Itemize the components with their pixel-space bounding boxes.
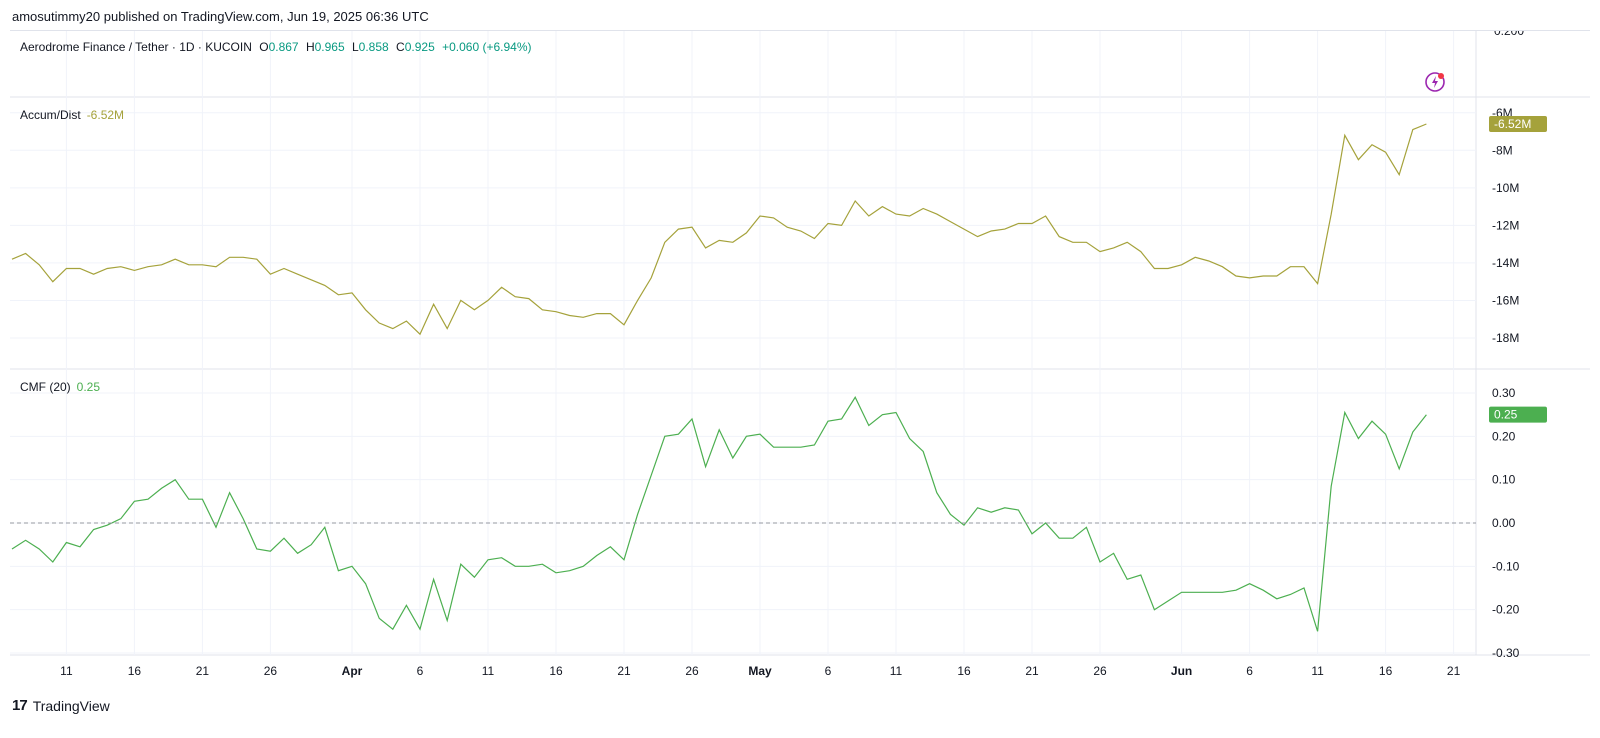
ad-y-tick-label: -12M [1492, 218, 1519, 232]
x-tick-label: 16 [1379, 664, 1393, 678]
cmf-y-tick-label: -0.10 [1492, 559, 1520, 573]
cmf-last-value-badge [1489, 406, 1547, 423]
high-value: 0.965 [314, 40, 345, 54]
cmf-y-tick-label: -0.30 [1492, 646, 1520, 660]
change-value: +0.060 (+6.94%) [442, 40, 532, 54]
x-tick-label: 21 [1447, 664, 1461, 678]
symbol-legend[interactable]: Aerodrome Finance / Tether · 1D · KUCOIN… [20, 40, 532, 54]
x-tick-label: 16 [128, 664, 142, 678]
close-label: C [396, 40, 405, 54]
ad-y-tick-label: -8M [1492, 143, 1513, 157]
price-axis-label: 0.200 [1494, 31, 1524, 38]
close-value: 0.925 [404, 40, 435, 54]
cmf-legend-value: 0.25 [76, 380, 101, 394]
cmf-legend[interactable]: CMF (20) 0.25 [20, 380, 100, 394]
x-tick-label: Apr [342, 664, 363, 678]
open-value: 0.867 [268, 40, 299, 54]
ad-last-value-badge [1489, 116, 1547, 133]
x-tick-label: 6 [1246, 664, 1253, 678]
cmf-y-tick-label: 0.10 [1492, 473, 1516, 487]
x-tick-label: 16 [957, 664, 971, 678]
x-tick-label: 26 [264, 664, 278, 678]
x-tick-label: 11 [482, 664, 495, 678]
x-tick-label: May [748, 664, 772, 678]
chart-frame[interactable]: 0.200 -6M -8M -10M -12M -14M -16M -18M -6.52M 0.3… [10, 30, 1590, 687]
tradingview-logo-icon[interactable]: 17 [12, 697, 28, 714]
x-tick-label: 6 [825, 664, 832, 678]
x-tick-label: 26 [1093, 664, 1107, 678]
ad-series-line[interactable] [11, 123, 1427, 336]
cmf-series-line[interactable] [11, 396, 1427, 632]
x-tick-label: 21 [1025, 664, 1039, 678]
ad-legend[interactable]: Accum/Dist -6.52M [20, 108, 124, 122]
ad-y-tick-label: -18M [1492, 331, 1519, 345]
cmf-y-tick-label: 0.30 [1492, 386, 1516, 400]
footer[interactable]: 17 TradingView [12, 697, 110, 714]
ad-y-tick-label: -10M [1492, 181, 1519, 195]
cmf-legend-name[interactable]: CMF (20) [20, 380, 71, 394]
ad-legend-value: -6.52M [86, 108, 125, 122]
lightning-bolt-icon[interactable] [1424, 71, 1446, 93]
ad-legend-name[interactable]: Accum/Dist [20, 108, 81, 122]
high-label: H [305, 40, 315, 54]
x-tick-label: 26 [685, 664, 699, 678]
x-tick-label: 21 [617, 664, 631, 678]
x-tick-label: 6 [417, 664, 424, 678]
cmf-y-tick-label: -0.20 [1492, 603, 1520, 617]
open-label: O [259, 40, 269, 54]
x-tick-label: 21 [196, 664, 210, 678]
x-tick-label: 11 [890, 664, 903, 678]
low-value: 0.858 [358, 40, 389, 54]
ad-y-tick-label: -14M [1492, 256, 1519, 270]
x-tick-label: 11 [60, 664, 73, 678]
x-tick-label: 16 [549, 664, 563, 678]
footer-brand[interactable]: TradingView [32, 697, 110, 714]
cmf-last-value-label: 0.25 [1494, 408, 1518, 422]
publisher-line: amosutimmy20 published on TradingView.co… [12, 9, 429, 24]
symbol-name[interactable]: Aerodrome Finance / Tether · 1D · KUCOIN [20, 40, 252, 54]
ad-last-value-label: -6.52M [1494, 117, 1531, 131]
ad-y-tick-label: -16M [1492, 293, 1519, 307]
x-tick-label: Jun [1171, 664, 1192, 678]
chart-svg[interactable]: 0.200-6M-8M-10M-12M-14M-16M-18M-6.52M0.3… [10, 31, 1590, 687]
x-tick-label: 11 [1311, 664, 1324, 678]
cmf-y-tick-label: 0.20 [1492, 429, 1516, 443]
low-label: L [351, 40, 359, 54]
cmf-y-tick-label: 0.00 [1492, 516, 1516, 530]
